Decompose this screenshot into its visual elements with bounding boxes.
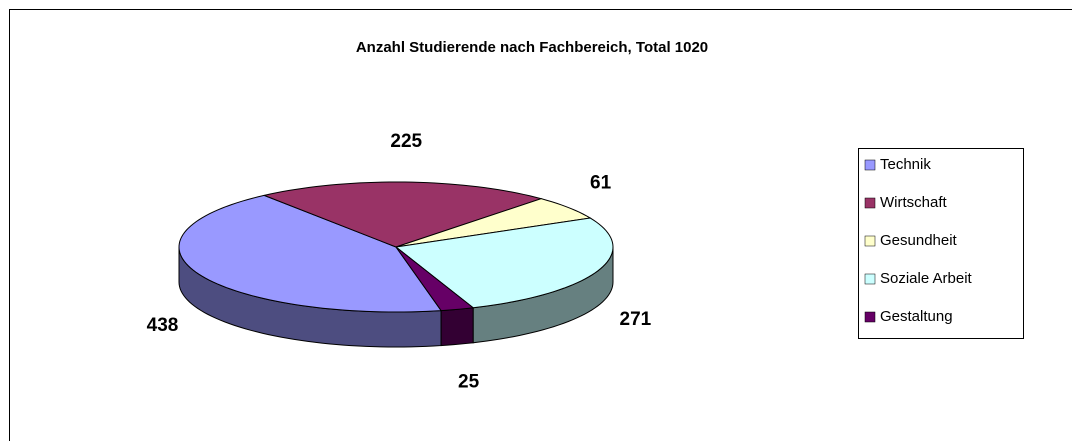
data-label: 225 bbox=[390, 131, 422, 152]
data-label: 25 bbox=[458, 372, 480, 393]
legend-label: Soziale Arbeit bbox=[880, 270, 973, 287]
legend-swatch bbox=[864, 197, 876, 209]
pie-side bbox=[440, 307, 474, 347]
legend-swatch bbox=[864, 159, 876, 171]
pie-slice bbox=[262, 181, 543, 248]
legend-swatch bbox=[864, 311, 876, 323]
legend-label: Gestaltung bbox=[880, 308, 953, 325]
legend-swatch bbox=[864, 273, 876, 285]
pie-slice bbox=[395, 246, 475, 312]
pie-slice bbox=[178, 194, 443, 313]
data-label: 438 bbox=[147, 315, 179, 336]
legend-swatch bbox=[864, 235, 876, 247]
data-label: 61 bbox=[590, 172, 612, 193]
legend-label: Technik bbox=[880, 156, 931, 173]
chart-title: Anzahl Studierende nach Fachbereich, Tot… bbox=[356, 39, 708, 56]
pie-slice bbox=[395, 198, 592, 248]
legend-box bbox=[858, 148, 1024, 339]
legend-label: Gesundheit bbox=[880, 232, 958, 249]
legend-label: Wirtschaft bbox=[880, 194, 948, 211]
data-label: 271 bbox=[620, 309, 652, 330]
pie-slice bbox=[394, 217, 614, 309]
